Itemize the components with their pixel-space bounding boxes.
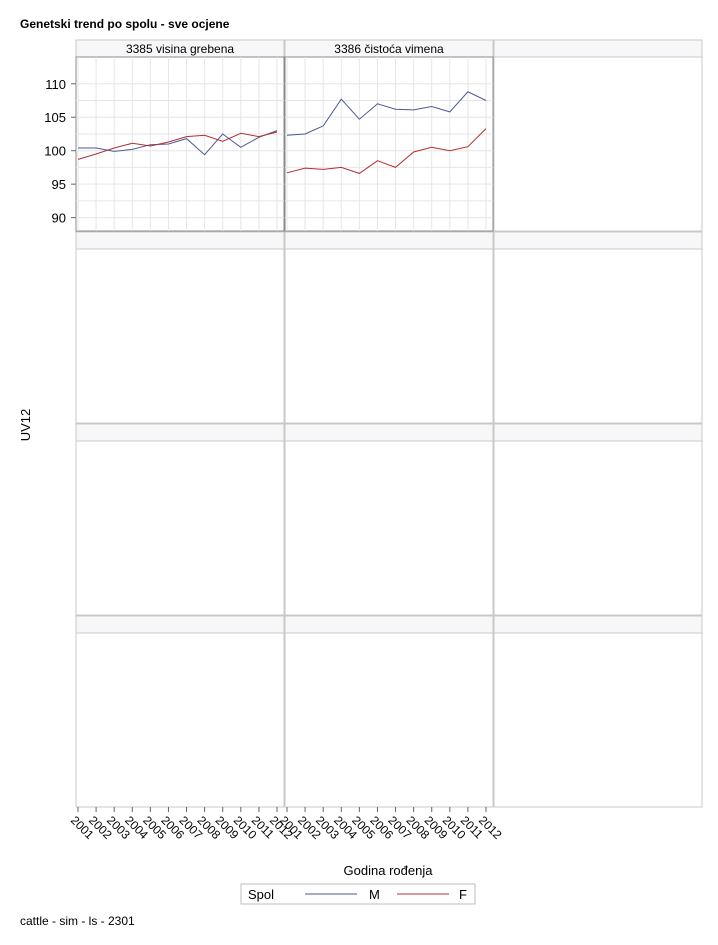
panel-header xyxy=(284,615,494,634)
panel-label: 3386 čistoća vimena xyxy=(334,42,444,56)
panel-frame xyxy=(284,56,494,232)
panel-frame xyxy=(284,440,494,616)
series-line-F xyxy=(77,131,278,160)
chart-title: Genetski trend po spolu - sve ocjene xyxy=(20,17,230,31)
panel-frame xyxy=(284,248,494,424)
panel-frame xyxy=(493,56,703,232)
plot-area: 3385 visina grebena 3386 čistoća vimena xyxy=(76,42,493,231)
panel-header xyxy=(493,39,703,58)
panel-grid: 9095100105110200120022003200420052006200… xyxy=(44,39,703,842)
footnote: cattle - sim - ls - 2301 xyxy=(20,914,135,928)
x-axis-title: Godina rođenja xyxy=(344,863,434,878)
panel-header xyxy=(493,231,703,250)
panel-frame xyxy=(75,632,285,808)
panel-frame xyxy=(75,56,285,232)
panel-frame xyxy=(493,632,703,808)
panel-frame xyxy=(75,440,285,616)
panel-1: 3386 čistoća vimena xyxy=(285,42,493,231)
panel-header xyxy=(493,615,703,634)
panel-header xyxy=(493,423,703,442)
series-line-F xyxy=(286,128,487,174)
legend-title: Spol xyxy=(248,887,274,902)
panel-header xyxy=(284,231,494,250)
series-line-M xyxy=(286,91,487,136)
panel-frame xyxy=(284,632,494,808)
legend-box xyxy=(240,883,476,905)
panel-frame xyxy=(75,248,285,424)
y-tick-label: 105 xyxy=(44,110,66,125)
legend-label-F: F xyxy=(459,887,467,902)
y-tick-label: 95 xyxy=(52,177,66,192)
y-tick-label: 90 xyxy=(52,211,66,226)
panel-0: 3385 visina grebena xyxy=(76,42,284,231)
panel-header xyxy=(75,615,285,634)
y-tick-label: 100 xyxy=(44,144,66,159)
panel-frame xyxy=(493,248,703,424)
panel-header xyxy=(75,423,285,442)
y-axis-title: UV12 xyxy=(18,409,33,442)
y-tick-label: 110 xyxy=(45,77,66,92)
panel-header xyxy=(75,231,285,250)
legend-label-M: M xyxy=(369,887,380,902)
series-line-M xyxy=(78,130,278,156)
panel-label: 3385 visina grebena xyxy=(126,42,234,56)
panel-frame xyxy=(493,440,703,616)
panel-header xyxy=(284,423,494,442)
